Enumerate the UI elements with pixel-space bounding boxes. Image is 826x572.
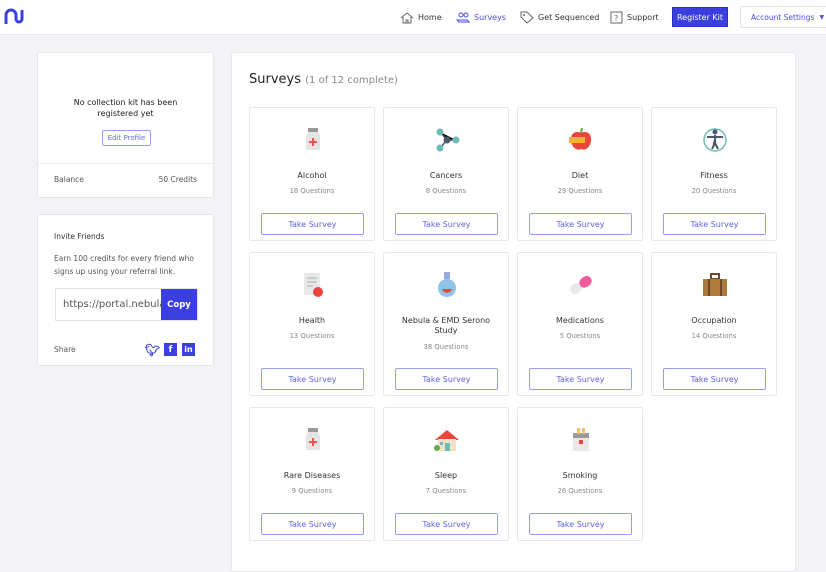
survey-question-count: 26 Questions — [557, 487, 603, 495]
survey-question-count: 5 Questions — [559, 332, 601, 340]
caret-down-icon: ▼ — [819, 13, 825, 21]
nebula-logo[interactable] — [4, 8, 24, 30]
house-icon — [434, 430, 459, 451]
nav-label: Support — [627, 13, 659, 22]
survey-name: Nebula & EMD Serono Study — [401, 316, 491, 335]
question-icon: ? — [610, 11, 623, 24]
account-settings-dropdown[interactable]: Account Settings ▼ — [740, 6, 826, 28]
twitter-icon[interactable]: 🐦︎ — [144, 342, 161, 357]
top-nav: Home Surveys Get Sequenced ? Support Regi… — [0, 0, 826, 35]
take-survey-button[interactable]: Take Survey — [663, 368, 766, 390]
survey-card: Nebula & EMD Serono Study 38 Questions T… — [383, 252, 509, 396]
svg-text:?: ? — [614, 14, 618, 23]
tag-icon — [520, 11, 534, 24]
take-survey-button[interactable]: Take Survey — [395, 213, 498, 235]
flask-icon — [438, 272, 456, 297]
nav-surveys[interactable]: Surveys — [456, 0, 506, 35]
take-survey-button[interactable]: Take Survey — [395, 368, 498, 390]
survey-question-count: 18 Questions — [289, 187, 335, 195]
nav-label: Surveys — [474, 13, 506, 22]
survey-question-count: 38 Questions — [423, 343, 469, 351]
bottle-icon — [306, 428, 320, 450]
balance-value: 50 Credits — [158, 175, 197, 184]
molecule-icon — [436, 128, 460, 152]
survey-question-count: 20 Questions — [691, 187, 737, 195]
referral-link-group: https://portal.nebula.org Copy — [55, 288, 198, 321]
nav-get-sequenced[interactable]: Get Sequenced — [520, 0, 599, 35]
cigarette-pack-icon — [573, 428, 589, 451]
survey-name: Fitness — [700, 171, 728, 180]
referral-link-input[interactable]: https://portal.nebula.org — [63, 299, 161, 310]
kit-status-message: No collection kit has been registered ye… — [73, 98, 178, 118]
survey-name: Health — [298, 316, 326, 325]
survey-name: Cancers — [429, 171, 463, 180]
survey-card: Health 13 Questions Take Survey — [249, 252, 375, 396]
take-survey-button[interactable]: Take Survey — [529, 513, 632, 535]
survey-question-count: 29 Questions — [557, 187, 603, 195]
take-survey-button[interactable]: Take Survey — [261, 513, 364, 535]
apple-icon — [569, 127, 592, 150]
facebook-icon[interactable]: f — [164, 343, 177, 356]
survey-name: Sleep — [434, 471, 458, 480]
bottle-icon — [306, 128, 320, 150]
survey-question-count: 9 Questions — [291, 487, 333, 495]
surveys-progress: (1 of 12 complete) — [305, 75, 398, 86]
survey-card: Fitness 20 Questions Take Survey — [651, 107, 777, 241]
surveys-title: Surveys — [249, 72, 301, 87]
briefcase-icon — [703, 273, 727, 296]
edit-profile-button[interactable]: Edit Profile — [102, 130, 151, 146]
take-survey-button[interactable]: Take Survey — [261, 213, 364, 235]
fitness-icon — [703, 128, 727, 152]
take-survey-button[interactable]: Take Survey — [529, 368, 632, 390]
share-label: Share — [54, 345, 76, 354]
take-survey-button[interactable]: Take Survey — [529, 213, 632, 235]
profile-card: No collection kit has been registered ye… — [37, 52, 214, 198]
nav-label: Home — [418, 13, 442, 22]
survey-name: Smoking — [562, 471, 598, 480]
survey-name: Diet — [571, 171, 589, 180]
health-record-icon — [304, 273, 323, 297]
survey-card: Alcohol 18 Questions Take Survey — [249, 107, 375, 241]
survey-name: Alcohol — [297, 171, 327, 180]
home-icon — [400, 11, 414, 23]
survey-card: Diet 29 Questions Take Survey — [517, 107, 643, 241]
surveys-panel: Surveys (1 of 12 complete) Alcohol 18 Qu… — [231, 52, 796, 572]
invite-text: Earn 100 credits for every friend who si… — [54, 254, 194, 276]
copy-button[interactable]: Copy — [161, 289, 197, 320]
linkedin-icon[interactable]: in — [182, 343, 195, 356]
pill-icon — [570, 275, 592, 295]
nav-support[interactable]: ? Support — [610, 0, 659, 35]
nav-label: Get Sequenced — [538, 13, 600, 22]
survey-question-count: 13 Questions — [289, 332, 335, 340]
survey-question-count: 14 Questions — [691, 332, 737, 340]
survey-card: Medications 5 Questions Take Survey — [517, 252, 643, 396]
balance-label: Balance — [54, 175, 84, 184]
survey-card: Smoking 26 Questions Take Survey — [517, 407, 643, 541]
survey-card: Occupation 14 Questions Take Survey — [651, 252, 777, 396]
take-survey-button[interactable]: Take Survey — [395, 513, 498, 535]
balance-row: Balance 50 Credits — [54, 175, 197, 184]
survey-name: Medications — [556, 316, 604, 325]
take-survey-button[interactable]: Take Survey — [261, 368, 364, 390]
social-share: 🐦︎ f in — [144, 342, 195, 357]
survey-card: Cancers 8 Questions Take Survey — [383, 107, 509, 241]
divider — [38, 163, 213, 164]
survey-question-count: 7 Questions — [425, 487, 467, 495]
register-kit-button[interactable]: Register Kit — [672, 7, 728, 27]
surveys-icon — [456, 12, 470, 22]
survey-card: Rare Diseases 9 Questions Take Survey — [249, 407, 375, 541]
nav-home[interactable]: Home — [400, 0, 442, 35]
take-survey-button[interactable]: Take Survey — [663, 213, 766, 235]
survey-question-count: 8 Questions — [425, 187, 467, 195]
page-title: Surveys (1 of 12 complete) — [249, 72, 398, 87]
survey-name: Occupation — [691, 316, 737, 325]
invite-title: Invite Friends — [54, 232, 105, 241]
survey-card: Sleep 7 Questions Take Survey — [383, 407, 509, 541]
account-settings-label: Account Settings — [751, 12, 815, 22]
survey-name: Rare Diseases — [283, 471, 341, 480]
invite-card: Invite Friends Earn 100 credits for ever… — [37, 214, 214, 366]
